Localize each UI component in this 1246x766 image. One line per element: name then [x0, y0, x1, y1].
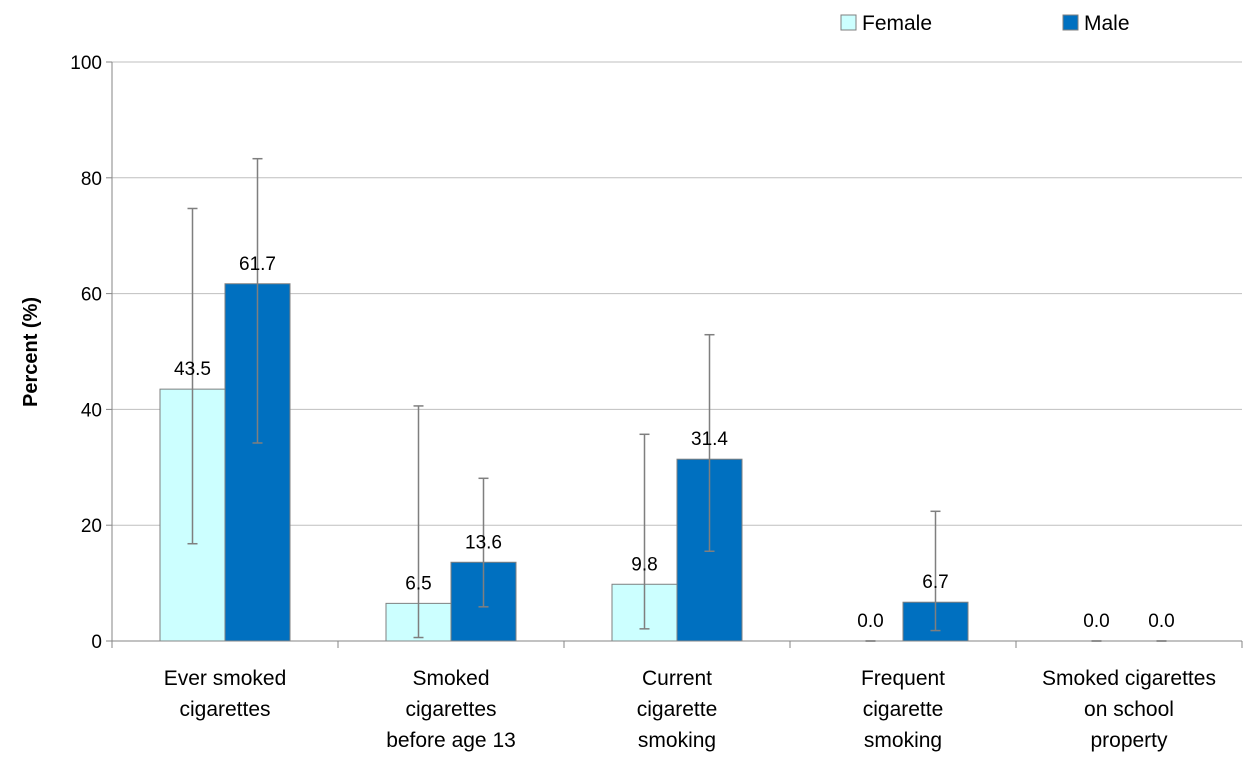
data-label-male-3: 6.7 [922, 572, 948, 593]
x-category-label-line: Current [642, 667, 712, 690]
bars [159, 283, 969, 642]
x-category-label: Frequent cigarette smoking [861, 667, 945, 752]
axes: 0 20 40 60 80 100 Ever smoked cigarettes Smoked c… [70, 53, 1243, 752]
x-category-label-line: Smoked [412, 667, 489, 690]
y-axis-title: Percent (%) [20, 297, 42, 407]
data-label-male-2: 31.4 [691, 429, 728, 450]
x-category-label-line: smoking [864, 729, 942, 752]
x-category-label: Ever smoked cigarettes [164, 667, 287, 721]
y-tick-label: 40 [81, 400, 102, 421]
data-label-male-0: 61.7 [239, 254, 276, 275]
x-category-label-line: cigarette [637, 698, 718, 721]
data-labels: 43.5 61.7 6.5 13.6 9.8 31.4 0.0 6.7 0.0 0.0 [174, 254, 1175, 632]
data-label-female-3: 0.0 [857, 611, 883, 632]
data-label-female-4: 0.0 [1083, 611, 1109, 632]
data-label-female-2: 9.8 [631, 554, 657, 575]
y-tick-label: 60 [81, 285, 102, 306]
data-label-female-1: 6.5 [405, 573, 431, 594]
y-tick-label: 0 [91, 632, 102, 653]
data-label-male-1: 13.6 [465, 532, 502, 553]
legend-label-female: Female [862, 12, 932, 35]
y-tick-label: 100 [70, 53, 102, 74]
gridlines [112, 61, 1242, 526]
x-category-label-line: before age 13 [386, 729, 516, 752]
x-category-label-line: property [1090, 729, 1168, 752]
x-category-label-line: cigarettes [405, 698, 496, 721]
x-category-label-line: Ever smoked [164, 667, 287, 690]
x-category-label-line: smoking [638, 729, 716, 752]
legend-swatch-male [1062, 14, 1079, 31]
x-category-label: Current cigarette smoking [637, 667, 718, 752]
error-bars [187, 157, 1167, 642]
y-tick-label: 80 [81, 169, 102, 190]
legend-label-male: Male [1084, 12, 1130, 35]
data-label-male-4: 0.0 [1148, 611, 1174, 632]
x-category-label-line: on school [1084, 698, 1174, 721]
x-category-label-line: Frequent [861, 667, 945, 690]
x-category-label-line: cigarettes [179, 698, 270, 721]
x-category-label-line: Smoked cigarettes [1042, 667, 1216, 690]
x-category-label: Smoked cigarettes before age 13 [386, 667, 516, 752]
y-tick-label: 20 [81, 516, 102, 537]
x-category-label: Smoked cigarettes on school property [1042, 667, 1216, 752]
legend-swatch-female [840, 14, 857, 31]
data-label-female-0: 43.5 [174, 359, 211, 380]
x-category-label-line: cigarette [863, 698, 944, 721]
legend: Female Male [840, 12, 1130, 35]
